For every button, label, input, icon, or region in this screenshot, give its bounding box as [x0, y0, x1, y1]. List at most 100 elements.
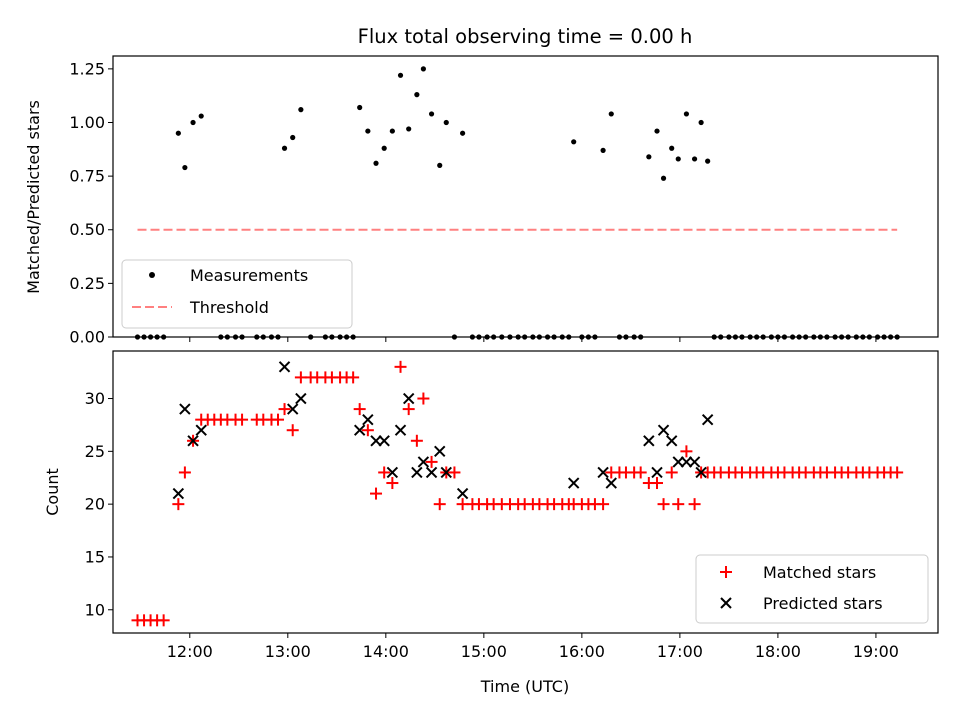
matched-stars-point [665, 466, 678, 479]
ratio-axes-frame [112, 55, 939, 338]
predicted-stars-point [278, 361, 291, 373]
ratio-y-tick-label: 0.50 [69, 220, 105, 239]
predicted-stars-point [657, 424, 670, 436]
matched-stars-point [361, 424, 374, 437]
predicted-stars-point [295, 392, 307, 405]
x-tick-label: 15:00 [461, 642, 507, 661]
measurement-point [182, 164, 188, 171]
predicted-stars-point [402, 392, 415, 405]
count-y-tick-label: 10 [85, 600, 105, 619]
count-y-tick-label: 25 [85, 442, 105, 461]
predicted-stars-point [440, 466, 452, 479]
count-legend: Matched stars Predicted stars [695, 554, 929, 624]
measurement-point [381, 145, 387, 151]
predicted-stars-point [434, 445, 446, 458]
matched-stars-point [370, 487, 383, 500]
predicted-stars-point [701, 413, 714, 426]
matched-stars-point [433, 498, 446, 511]
matched-stars-point [680, 445, 693, 458]
measurement-point [365, 128, 371, 134]
x-tick-label: 16:00 [559, 642, 605, 661]
x-tick-label: 12:00 [167, 642, 213, 661]
x-tick-label: 18:00 [755, 642, 801, 661]
predicted-stars-point [179, 403, 191, 415]
legend-marker-measurements [149, 272, 155, 278]
measurement-point [190, 119, 196, 126]
legend-marker-predicted [720, 597, 732, 609]
ratio-legend: Measurements Threshold [121, 259, 353, 329]
matched-stars-point [172, 498, 185, 511]
measurement-point [600, 147, 606, 153]
predicted-stars-point [651, 466, 663, 479]
matched-stars-point [425, 455, 438, 468]
measurement-point [414, 92, 420, 98]
measurement-point [691, 156, 698, 162]
measurement-point [406, 126, 412, 132]
ratio-y-axis-label: Matched/Predicted stars [24, 100, 43, 294]
predicted-stars-point [456, 487, 469, 500]
measurement-point [660, 175, 667, 181]
legend-marker-matched [720, 566, 732, 578]
ratio-ticks: 0.00 0.25 0.50 0.75 1.00 1.25 [69, 59, 877, 347]
measurement-point [420, 66, 426, 72]
x-tick-label: 13:00 [265, 642, 311, 661]
matched-stars-point [386, 477, 399, 490]
predicted-stars-point [362, 413, 374, 426]
matched-stars-point [448, 466, 461, 479]
x-tick-label: 17:00 [657, 642, 703, 661]
count-y-axis-label: Count [43, 468, 62, 516]
measurement-point [460, 130, 466, 136]
predicted-stars-point [666, 435, 678, 447]
measurement-point [357, 104, 363, 111]
matched-stars-point [402, 403, 415, 416]
measurement-point [443, 119, 449, 126]
ratio-y-tick-label: 0.00 [69, 328, 105, 347]
predicted-stars-point [688, 456, 701, 468]
measurement-point [281, 145, 288, 151]
predicted-stars-point [417, 456, 430, 468]
legend-label-measurements: Measurements [190, 266, 308, 285]
legend-label-matched: Matched stars [763, 563, 876, 582]
predicted-stars-point [597, 466, 609, 479]
measurement-point [198, 113, 204, 119]
predicted-stars-point [386, 466, 399, 479]
predicted-stars-point [394, 424, 407, 436]
matched-stars-point [688, 498, 701, 511]
measurement-point [571, 139, 577, 145]
ratio-marks [134, 66, 900, 340]
predicted-stars-point [172, 487, 185, 500]
matched-stars-point [278, 403, 291, 416]
legend-label-threshold: Threshold [189, 298, 269, 317]
matched-stars-point [672, 498, 685, 511]
predicted-stars-point [353, 424, 366, 436]
matched-stars-point [353, 403, 366, 416]
measurement-point [669, 145, 675, 151]
measurement-point [437, 162, 443, 168]
measurement-point [698, 119, 704, 126]
measurement-point [654, 128, 660, 134]
matched-stars-point [347, 371, 360, 384]
x-axis-label: Time (UTC) [480, 677, 569, 696]
matched-stars-point [410, 434, 423, 447]
predicted-stars-point [425, 466, 438, 479]
x-tick-label: 19:00 [853, 642, 899, 661]
predicted-stars-point [643, 435, 655, 447]
ratio-panel: Flux total observing time = 0.00 h 0.00 0… [24, 25, 939, 347]
count-y-tick-label: 15 [85, 547, 105, 566]
predicted-stars-point [378, 435, 390, 447]
matched-stars-point [378, 466, 391, 479]
predicted-stars-point [680, 456, 693, 468]
measurement-point [705, 158, 711, 164]
matched-stars-point [634, 466, 647, 479]
matched-stars-point [286, 424, 299, 437]
ratio-y-tick-label: 0.25 [69, 274, 105, 293]
chart-title: Flux total observing time = 0.00 h [358, 25, 693, 48]
ratio-y-tick-label: 1.25 [69, 59, 105, 78]
matched-stars-point [178, 466, 191, 479]
count-ticks: 12:00 13:00 14:00 15:00 16:00 17:00 18:00 19:00… [85, 389, 899, 661]
ratio-legend-box [121, 259, 353, 329]
matched-stars-point [651, 477, 664, 490]
measurement-point [389, 128, 395, 134]
predicted-stars-point [672, 456, 684, 468]
